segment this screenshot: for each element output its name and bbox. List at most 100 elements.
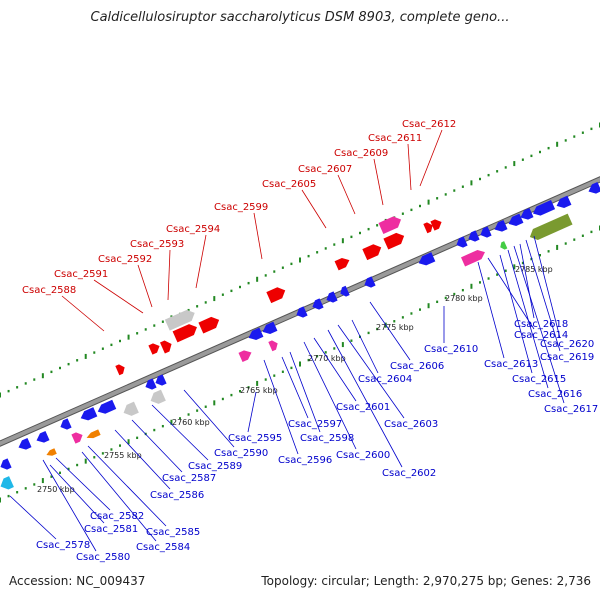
tick-mark [67, 467, 70, 471]
tick-mark [84, 353, 87, 359]
tick-mark [256, 276, 259, 282]
tick-mark [496, 273, 499, 276]
reverse-gene [480, 226, 492, 238]
gene-label-csac-2584[interactable]: Csac_2584 [136, 542, 190, 553]
gene-label-csac-2600[interactable]: Csac_2600 [336, 450, 390, 461]
leader-line [519, 243, 535, 319]
leader-line [327, 329, 403, 468]
gene-label-csac-2587[interactable]: Csac_2587 [162, 473, 216, 484]
leader-line [281, 356, 309, 419]
leader-line [525, 239, 561, 352]
gene-label-csac-2578[interactable]: Csac_2578 [36, 540, 90, 551]
tick-mark [204, 405, 207, 408]
tick-mark [144, 328, 147, 331]
tick-mark [299, 361, 301, 367]
gene-label-csac-2614[interactable]: Csac_2614 [514, 330, 568, 341]
gene-label-csac-2615[interactable]: Csac_2615 [512, 374, 566, 385]
forward-gene [430, 219, 442, 231]
gene-label-csac-2604[interactable]: Csac_2604 [358, 374, 412, 385]
gene-label-csac-2617[interactable]: Csac_2617 [544, 404, 598, 415]
gene-label-csac-2620[interactable]: Csac_2620 [540, 339, 594, 350]
gene-label-csac-2592[interactable]: Csac_2592 [98, 254, 152, 265]
gene-label-csac-2612[interactable]: Csac_2612 [402, 119, 456, 130]
gene-label-csac-2586[interactable]: Csac_2586 [150, 490, 204, 501]
gene-label-csac-2602[interactable]: Csac_2602 [382, 468, 436, 479]
gene-label-csac-2611[interactable]: Csac_2611 [368, 133, 422, 144]
tick-mark [76, 359, 79, 362]
tick-mark [187, 413, 190, 416]
tick-mark [479, 177, 481, 181]
tick-mark [419, 308, 421, 311]
tick-mark [50, 370, 53, 374]
gene-label-csac-2610[interactable]: Csac_2610 [424, 344, 478, 355]
forward-gene [362, 244, 382, 261]
tick-mark [24, 382, 27, 385]
gene-label-csac-2593[interactable]: Csac_2593 [130, 239, 184, 250]
gene-label-csac-2606[interactable]: Csac_2606 [390, 361, 444, 372]
tick-mark [179, 417, 181, 420]
gene-label-csac-2581[interactable]: Csac_2581 [84, 524, 138, 535]
tick-mark [110, 343, 113, 347]
gene-label-csac-2607[interactable]: Csac_2607 [298, 164, 352, 175]
gene-label-csac-2594[interactable]: Csac_2594 [166, 224, 220, 235]
gene-label-csac-2618[interactable]: Csac_2618 [514, 319, 568, 330]
leader-line [337, 324, 405, 419]
tick-mark [504, 166, 507, 169]
reverse-gene [468, 230, 480, 242]
topology-text: Topology: circular; Length: 2,970,275 bp… [261, 574, 591, 588]
pseudo-gene [164, 309, 195, 331]
other-feature [46, 448, 57, 456]
accession-text: Accession: NC_009437 [9, 574, 146, 588]
gene-label-csac-2598[interactable]: Csac_2598 [300, 433, 354, 444]
gene-label-csac-2596[interactable]: Csac_2596 [278, 455, 332, 466]
gene-label-csac-2597[interactable]: Csac_2597 [288, 419, 342, 430]
gene-label-csac-2616[interactable]: Csac_2616 [528, 389, 582, 400]
tick-mark [547, 146, 550, 150]
tick-mark [350, 235, 353, 239]
tick-mark [367, 227, 370, 231]
gene-label-csac-2588[interactable]: Csac_2588 [22, 285, 76, 296]
scale-label: 2760 kbp [172, 418, 210, 427]
gene-label-csac-2590[interactable]: Csac_2590 [214, 448, 268, 459]
gene-label-csac-2595[interactable]: Csac_2595 [228, 433, 282, 444]
gene-label-csac-2619[interactable]: Csac_2619 [540, 352, 594, 363]
tick-mark [479, 281, 481, 284]
tick-mark [127, 439, 130, 445]
gene-label-csac-2589[interactable]: Csac_2589 [188, 461, 242, 472]
gene-label-csac-2580[interactable]: Csac_2580 [76, 552, 130, 563]
scale-label: 2755 kbp [104, 451, 142, 460]
pseudo-gene [123, 401, 139, 416]
leader-line [9, 495, 57, 540]
tick-mark [16, 491, 19, 494]
tick-mark [84, 458, 87, 464]
gene-label-csac-2601[interactable]: Csac_2601 [336, 402, 390, 413]
tick-mark [161, 424, 164, 428]
reverse-gene [296, 306, 308, 318]
other-feature [86, 429, 101, 439]
tick-mark [307, 254, 310, 258]
reverse-gene [588, 181, 600, 194]
other-feature [0, 476, 14, 490]
tick-mark [273, 270, 276, 273]
tick-mark [410, 312, 413, 315]
gene-label-csac-2603[interactable]: Csac_2603 [384, 419, 438, 430]
gene-label-csac-2605[interactable]: Csac_2605 [262, 179, 316, 190]
tick-mark [556, 244, 559, 250]
gene-label-csac-2585[interactable]: Csac_2585 [146, 527, 200, 538]
rna-gene [461, 249, 485, 267]
scale-label: 2750 kbp [37, 485, 75, 494]
reverse-gene [508, 213, 524, 226]
gene-label-csac-2582[interactable]: Csac_2582 [90, 511, 144, 522]
tick-mark [299, 257, 301, 263]
tick-mark [530, 154, 533, 158]
gene-label-csac-2613[interactable]: Csac_2613 [484, 359, 538, 370]
leader-line [137, 264, 153, 308]
leader-line [195, 234, 207, 289]
gene-label-csac-2609[interactable]: Csac_2609 [334, 148, 388, 159]
leader-line [167, 249, 171, 301]
gene-label-csac-2599[interactable]: Csac_2599 [214, 202, 268, 213]
gene-label-csac-2591[interactable]: Csac_2591 [54, 269, 108, 280]
tick-mark [67, 362, 70, 366]
leader-line [87, 445, 167, 527]
